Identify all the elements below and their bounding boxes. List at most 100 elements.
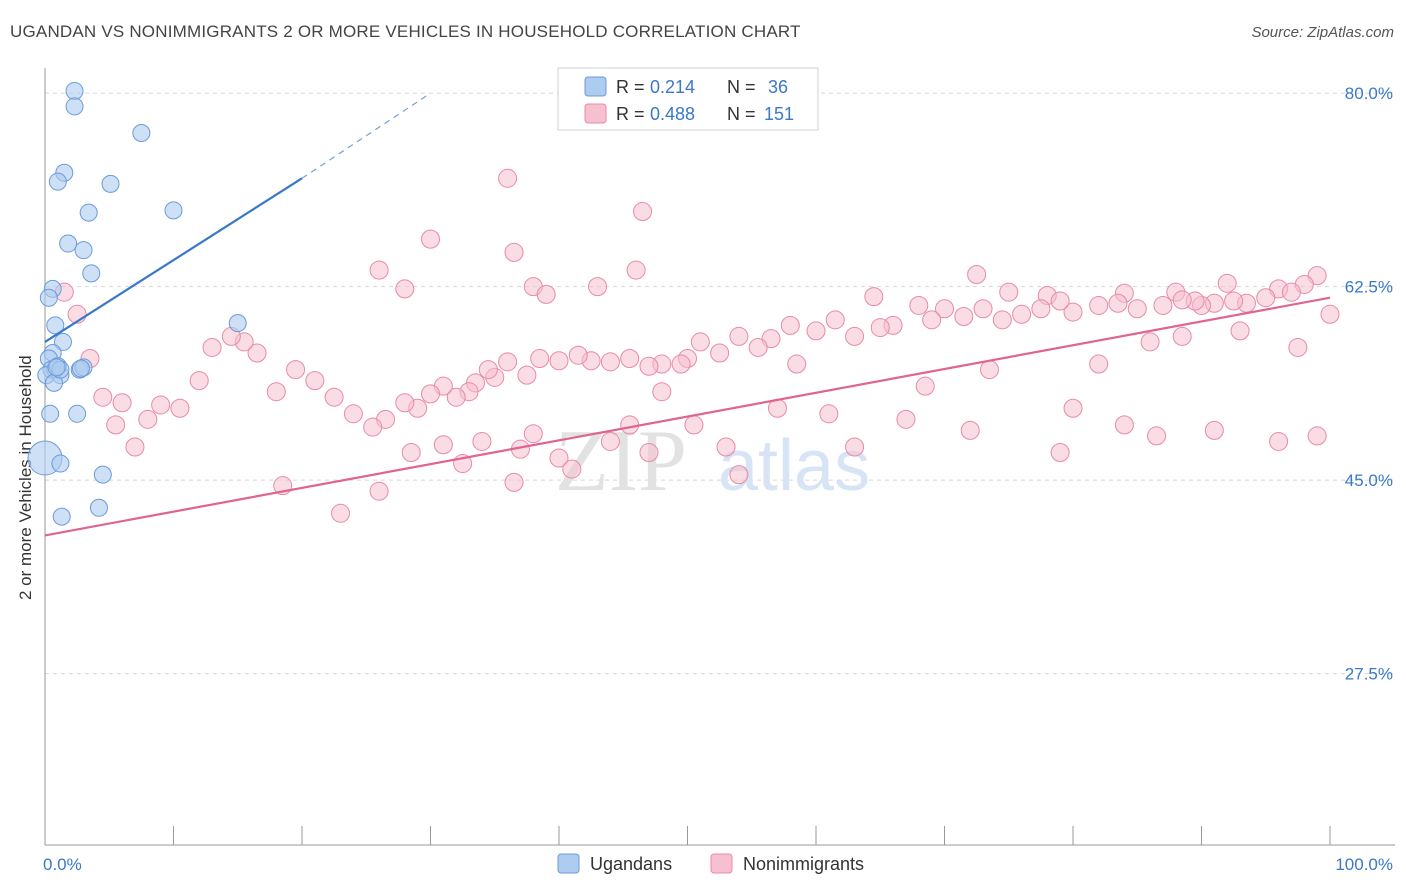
point-ugandans [228, 314, 247, 333]
point-nonimmigrants [806, 321, 826, 341]
point-nonimmigrants [1217, 273, 1237, 293]
legend-swatch-nonimmigrants [710, 853, 733, 874]
point-nonimmigrants [478, 360, 498, 380]
point-nonimmigrants [421, 384, 440, 404]
point-nonimmigrants [1050, 443, 1070, 462]
point-ugandans [101, 174, 120, 193]
point-ugandans [82, 264, 101, 283]
point-nonimmigrants [1063, 398, 1083, 418]
point-nonimmigrants [729, 465, 749, 485]
point-nonimmigrants [588, 277, 608, 297]
point-nonimmigrants [1256, 288, 1276, 308]
point-nonimmigrants [748, 337, 768, 357]
point-nonimmigrants [202, 337, 222, 357]
point-nonimmigrants [1307, 426, 1327, 446]
point-nonimmigrants [845, 437, 865, 457]
point-nonimmigrants [401, 443, 421, 462]
point-nonimmigrants [684, 415, 704, 435]
stats-swatch-nonimmigrants [584, 103, 607, 124]
point-nonimmigrants [639, 356, 659, 376]
point-nonimmigrants [652, 382, 672, 402]
point-nonimmigrants [523, 424, 543, 444]
point-nonimmigrants [671, 354, 691, 374]
point-nonimmigrants [286, 360, 306, 380]
point-nonimmigrants [967, 264, 987, 284]
series-ugandans [27, 81, 247, 526]
point-nonimmigrants [620, 415, 640, 435]
point-nonimmigrants [960, 420, 980, 440]
point-nonimmigrants [106, 415, 126, 435]
point-nonimmigrants [1288, 337, 1308, 357]
point-nonimmigrants [1114, 415, 1134, 435]
point-ugandans [51, 454, 70, 473]
point-ugandans [71, 359, 90, 378]
point-nonimmigrants [536, 284, 556, 304]
point-ugandans [52, 507, 71, 526]
point-nonimmigrants [1147, 426, 1167, 446]
stats-n-value-2: 151 [764, 104, 794, 124]
point-ugandans [93, 465, 112, 484]
point-nonimmigrants [369, 260, 389, 280]
point-nonimmigrants [992, 310, 1012, 330]
point-nonimmigrants [504, 242, 524, 262]
point-ugandans [59, 234, 78, 253]
point-ugandans [48, 172, 67, 191]
point-nonimmigrants [1204, 420, 1224, 440]
stats-r-value-2: 0.488 [650, 104, 695, 124]
point-nonimmigrants [633, 201, 653, 221]
point-nonimmigrants [845, 326, 865, 346]
point-nonimmigrants [421, 229, 440, 249]
point-nonimmigrants [1050, 291, 1070, 311]
point-nonimmigrants [620, 349, 640, 369]
point-nonimmigrants [729, 326, 749, 346]
point-ugandans [79, 203, 98, 222]
x-tick-label-end: 100.0% [1335, 855, 1393, 874]
legend-label-nonimmigrants: Nonimmigrants [743, 854, 864, 874]
point-nonimmigrants [562, 459, 582, 479]
point-nonimmigrants [1172, 326, 1192, 346]
point-nonimmigrants [1089, 354, 1109, 374]
point-nonimmigrants [973, 299, 993, 319]
tick-labels: 80.0% 62.5% 45.0% 27.5% 0.0% 100.0% [43, 84, 1393, 874]
x-tick-label-start: 0.0% [43, 855, 82, 874]
point-nonimmigrants [915, 376, 935, 396]
point-nonimmigrants [472, 431, 492, 451]
point-nonimmigrants [1063, 302, 1083, 322]
point-nonimmigrants [395, 393, 415, 413]
point-ugandans [46, 316, 65, 335]
series-legend: Ugandans Nonimmigrants [557, 853, 864, 874]
point-ugandans [41, 404, 60, 423]
point-nonimmigrants [112, 393, 132, 413]
grid-lines [45, 92, 1395, 675]
point-ugandans [65, 81, 84, 100]
point-nonimmigrants [1140, 332, 1160, 352]
stats-r-label-2: R = [616, 104, 645, 124]
point-nonimmigrants [780, 315, 800, 335]
y-tick-label: 27.5% [1345, 665, 1393, 684]
point-nonimmigrants [498, 168, 518, 188]
point-nonimmigrants [266, 382, 286, 402]
point-nonimmigrants [626, 260, 646, 280]
legend-swatch-ugandans [557, 853, 580, 874]
point-nonimmigrants [138, 409, 158, 429]
point-ugandans [47, 358, 66, 377]
point-nonimmigrants [999, 282, 1019, 302]
point-nonimmigrants [909, 295, 929, 315]
point-nonimmigrants [549, 351, 569, 371]
stats-r-label-1: R = [616, 77, 645, 97]
point-nonimmigrants [1269, 431, 1289, 451]
point-nonimmigrants [639, 443, 659, 462]
point-nonimmigrants [600, 431, 620, 451]
watermark: ZIP atlas [555, 413, 870, 510]
point-ugandans [164, 201, 183, 220]
point-nonimmigrants [825, 310, 845, 330]
point-ugandans [53, 332, 72, 351]
chart-title: UGANDAN VS NONIMMIGRANTS 2 OR MORE VEHIC… [10, 22, 801, 41]
point-nonimmigrants [170, 398, 190, 418]
point-nonimmigrants [819, 404, 839, 424]
point-nonimmigrants [710, 343, 730, 363]
point-nonimmigrants [870, 318, 890, 338]
point-nonimmigrants [324, 387, 344, 407]
stats-n-label-2: N = [727, 104, 756, 124]
